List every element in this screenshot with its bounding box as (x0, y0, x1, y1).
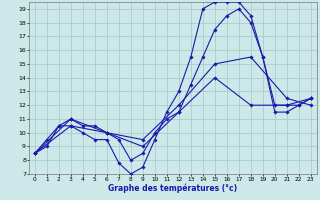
X-axis label: Graphe des températures (°c): Graphe des températures (°c) (108, 183, 237, 193)
